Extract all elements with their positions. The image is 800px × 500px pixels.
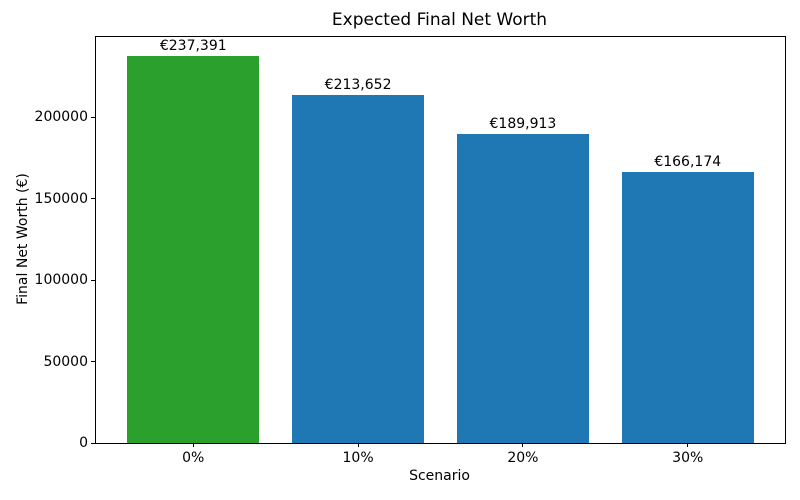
bar-value-label: €189,913 [489, 115, 557, 132]
bar-value-label: €213,652 [324, 76, 392, 93]
y-axis-label: Final Net Worth (€) [15, 173, 31, 305]
chart-title: Expected Final Net Worth [331, 10, 548, 30]
bar-value-label: €166,174 [654, 154, 722, 171]
x-tick-label: 10% [342, 450, 374, 466]
bar-0% [127, 56, 260, 443]
bar-20% [456, 133, 589, 443]
x-axis-label: Scenario [409, 468, 470, 484]
x-tick-label: 30% [672, 450, 704, 466]
y-tick-label: 150000 [34, 190, 88, 207]
x-tick-label: 20% [507, 450, 539, 466]
y-tick-label: 100000 [34, 272, 88, 289]
y-tick-mark [91, 361, 95, 363]
y-tick-label: 0 [79, 435, 88, 451]
x-tick-mark [357, 443, 359, 447]
bar-30% [621, 172, 754, 443]
x-tick-mark [687, 443, 689, 447]
bar-value-label: €237,391 [159, 38, 227, 55]
y-tick-mark [91, 198, 95, 200]
y-tick-label: 200000 [34, 109, 88, 126]
y-tick-label: 50000 [43, 353, 88, 370]
bar-10% [292, 95, 424, 443]
x-tick-mark [192, 443, 194, 447]
x-tick-mark [522, 443, 524, 447]
y-tick-mark [91, 279, 95, 281]
y-tick-mark [91, 442, 95, 444]
x-tick-label: 0% [182, 450, 205, 466]
y-tick-mark [91, 116, 95, 118]
plot-area: 0 50000 100000 150000 200000 €237,391 0% €213,6… [35, 36, 786, 466]
